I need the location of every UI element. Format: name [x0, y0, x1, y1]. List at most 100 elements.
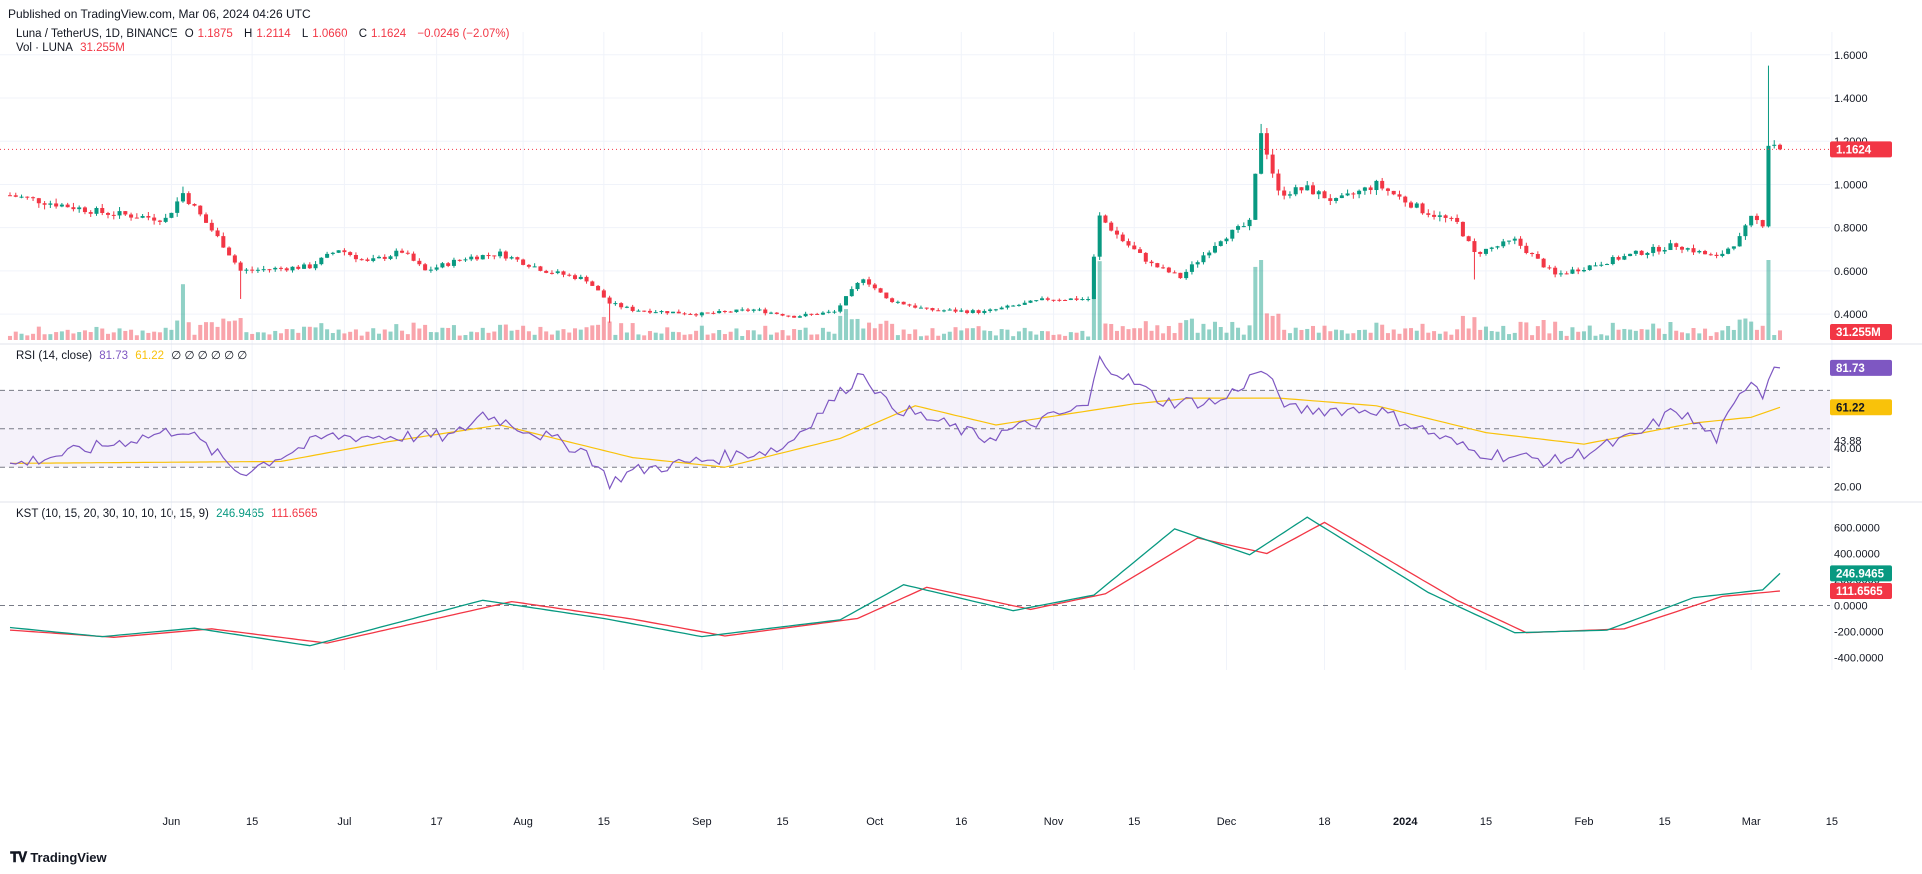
- volume-bar: [509, 330, 514, 340]
- candle-body: [884, 292, 889, 299]
- candle-body: [959, 310, 964, 312]
- symbol-title[interactable]: Luna / TetherUS, 1D, BINANCE: [16, 28, 178, 40]
- volume-bar: [567, 332, 572, 340]
- candle-body: [474, 256, 480, 260]
- kst-label[interactable]: KST (10, 15, 20, 30, 10, 10, 10, 15, 9): [16, 508, 209, 520]
- candle-body: [192, 203, 197, 206]
- volume-bar: [1207, 329, 1212, 340]
- candle-body: [457, 259, 462, 261]
- volume-bar: [353, 329, 358, 340]
- volume-bar: [751, 330, 756, 340]
- volume-bar: [319, 323, 324, 340]
- volume-bar: [463, 335, 468, 340]
- volume-bar: [152, 331, 157, 340]
- volume-bar: [296, 332, 301, 340]
- candle-body: [676, 311, 681, 314]
- candle-body: [988, 309, 993, 311]
- volume-bar: [786, 335, 791, 340]
- candle-body: [1437, 215, 1442, 217]
- candle-body: [232, 255, 237, 263]
- volume-bar: [1051, 334, 1056, 340]
- volume-bar: [1149, 330, 1154, 340]
- candle-body: [820, 312, 825, 315]
- candle-body: [446, 263, 451, 266]
- volume-bar: [1380, 324, 1385, 340]
- volume-bar: [1501, 325, 1506, 340]
- candle-body: [1155, 263, 1160, 268]
- volume-bar: [111, 332, 116, 340]
- volume-bar: [1114, 330, 1119, 340]
- footer-brand[interactable]: 𝐓𝐕 TradingView: [10, 849, 107, 865]
- volume-bar: [745, 330, 750, 340]
- candle-body: [405, 252, 410, 254]
- candle-body: [1178, 272, 1183, 279]
- candle-body: [549, 272, 554, 274]
- candle-body: [1322, 191, 1327, 199]
- volume-bar: [255, 332, 260, 340]
- volume-bar: [1339, 330, 1344, 340]
- volume-bar: [1535, 326, 1540, 340]
- volume-bar: [267, 334, 272, 340]
- volume-bar: [1628, 329, 1633, 340]
- volume-bar: [1645, 329, 1650, 340]
- candle-body: [1685, 248, 1690, 250]
- volume-bar: [423, 324, 428, 340]
- x-tick-label: Nov: [1044, 816, 1064, 828]
- volume-bar: [405, 334, 410, 340]
- candle-body: [175, 201, 180, 213]
- volume-label[interactable]: Vol · LUNA: [16, 42, 73, 54]
- volume-value: 31.255M: [80, 42, 125, 54]
- volume-bar: [1403, 328, 1408, 340]
- candle-body: [544, 270, 549, 273]
- volume-bar: [728, 331, 733, 340]
- volume-bar: [325, 329, 330, 340]
- candle-body: [1391, 190, 1396, 195]
- volume-bar: [1720, 330, 1725, 340]
- volume-bar: [941, 333, 947, 340]
- volume-bar: [1651, 323, 1656, 340]
- candle-body: [1743, 225, 1748, 237]
- x-tick-label: 15: [1128, 816, 1140, 828]
- volume-bar: [163, 327, 168, 340]
- volume-bar: [613, 334, 618, 340]
- volume-bar: [936, 335, 941, 340]
- volume-bar: [1253, 266, 1258, 340]
- candle-body: [25, 196, 30, 198]
- volume-bar: [890, 323, 895, 340]
- candle-body: [451, 259, 456, 266]
- candle-body: [665, 311, 670, 314]
- candle-body: [1754, 215, 1759, 221]
- volume-bar: [1610, 322, 1615, 340]
- candle-body: [88, 212, 93, 214]
- volume-bar: [1322, 325, 1327, 340]
- candle-body: [1408, 202, 1414, 208]
- volume-bar: [1472, 317, 1477, 340]
- low-value: L 1.0660: [301, 28, 348, 40]
- candle-body: [382, 256, 387, 259]
- candle-body: [411, 253, 416, 261]
- candle-body: [19, 196, 24, 198]
- candle-body: [636, 310, 641, 312]
- volume-bar: [993, 335, 998, 340]
- candle-body: [1236, 226, 1241, 230]
- candle-body: [486, 255, 491, 257]
- candle-body: [1063, 300, 1068, 302]
- volume-bar: [157, 332, 162, 340]
- volume-bar: [25, 335, 30, 340]
- volume-bar: [1414, 330, 1419, 340]
- volume-bar: [428, 332, 433, 340]
- candle-body: [1351, 193, 1356, 195]
- candle-body: [786, 315, 791, 317]
- volume-bar: [999, 329, 1004, 340]
- kst-axis-label: 400.0000: [1834, 549, 1880, 561]
- volume-bar: [1679, 332, 1684, 340]
- volume-bar: [302, 326, 307, 340]
- candle-body: [947, 309, 952, 311]
- volume-bar: [238, 318, 243, 340]
- kst-line: [9, 516, 1781, 647]
- rsi-label[interactable]: RSI (14, close): [16, 350, 93, 362]
- rsi-ma-tag-bg: [1830, 399, 1892, 416]
- candle-body: [1697, 250, 1702, 253]
- volume-bar: [1011, 336, 1016, 340]
